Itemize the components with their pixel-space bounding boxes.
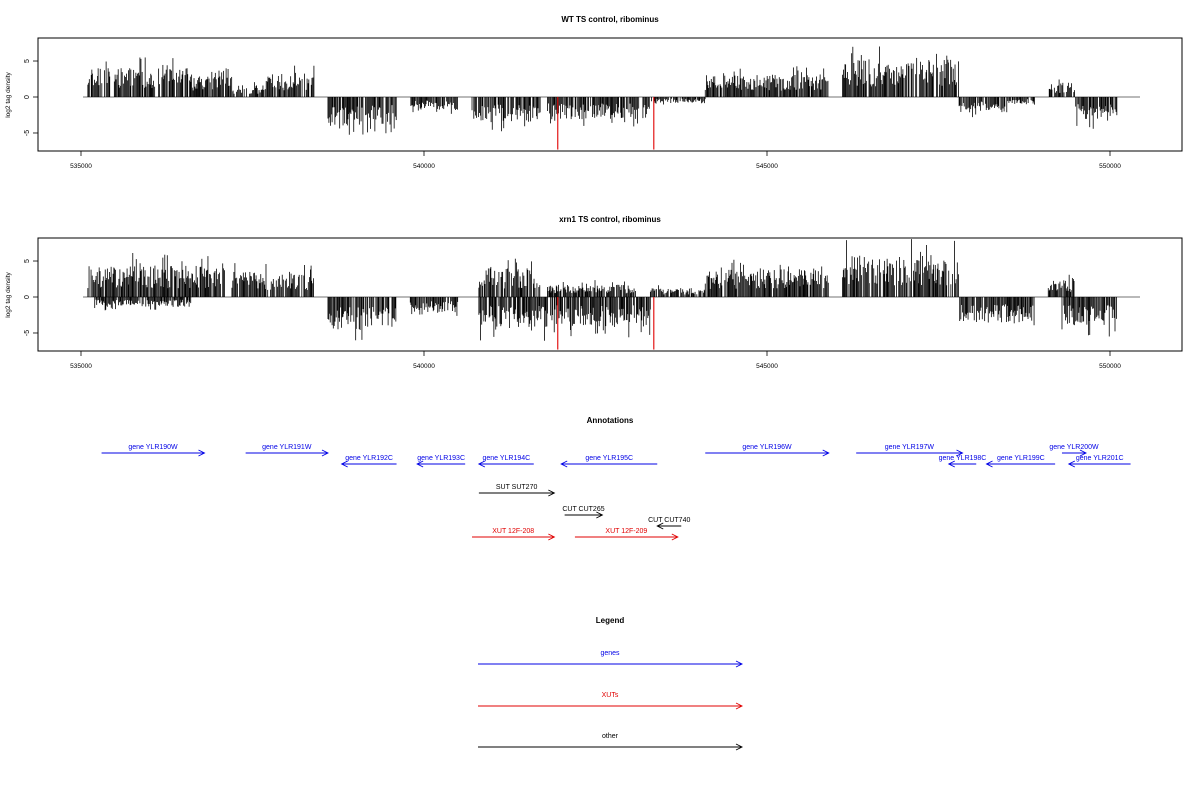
panel-xrn1: xrn1 TS control, ribominus log2 tag dens… [5,215,1183,370]
annotation-feature: gene YLR198C [939,455,987,468]
arrow-head [671,533,679,541]
annotation-feature: CUT CUT740 [648,517,690,530]
annotation-label: gene YLR201C [1076,455,1124,462]
annotation-feature: gene YLR196W [705,444,830,457]
arrow-head [198,449,206,457]
annotation-label: XUT 12F-208 [492,528,534,535]
annotation-label: CUT CUT265 [562,506,604,513]
arrow-head [477,460,486,468]
plot-frame [37,37,1183,152]
annotation-label: SUT SUT270 [496,484,538,491]
legend-title: Legend [596,616,625,625]
annotation-feature: gene YLR195C [560,455,658,468]
legend-label: genes [600,650,620,657]
x-tick-label: 550000 [1099,163,1121,170]
x-tick-label: 540000 [413,363,435,370]
arrow-head [985,460,993,468]
y-axis: -5 0 5 [24,259,38,336]
arrow-head [822,449,830,457]
annotation-feature: gene YLR194C [477,455,534,468]
annotation-label: CUT CUT740 [648,517,690,524]
y-tick-label: 0 [24,95,31,99]
annotation-label: gene YLR194C [482,455,530,462]
arrow-head [735,660,744,668]
x-tick-label: 545000 [756,363,778,370]
annotation-feature: gene YLR192C [340,455,397,468]
arrow-head [548,533,556,541]
annotation-label: gene YLR195C [585,455,633,462]
y-tick-label: -5 [24,330,31,336]
x-tick-label: 540000 [413,163,435,170]
arrow-head [735,702,744,710]
arrow-head [1067,460,1076,468]
annotation-feature: gene YLR190W [101,444,206,457]
annotation-label: gene YLR193C [417,455,465,462]
chart-title: WT TS control, ribominus [561,15,659,24]
plot-frame [37,237,1183,352]
annotation-feature: gene YLR193C [416,455,466,468]
chart-title: xrn1 TS control, ribominus [559,215,661,224]
y-tick-label: 5 [24,59,31,63]
legend-label: XUTs [602,692,619,699]
arrow-head [1079,449,1087,457]
bar-group [87,46,1118,150]
annotation-feature: gene YLR197W [856,444,964,457]
y-tick-label: 5 [24,259,31,263]
arrow-head [735,743,744,751]
x-tick-label: 550000 [1099,363,1121,370]
arrow-head [596,511,604,519]
annotation-label: gene YLR191W [262,444,312,451]
legend: Legend genes XUTs other [478,616,744,751]
annotation-feature: XUT 12F-208 [472,528,556,541]
arrow-head [656,522,664,530]
x-tick-label: 535000 [70,163,92,170]
annotation-label: gene YLR196W [742,444,792,451]
arrow-head [560,460,568,468]
annotation-label: gene YLR190W [128,444,178,451]
arrow-head [548,489,556,497]
legend-label: other [602,733,619,740]
annotations-track: Annotations gene YLR190W gene YLR191Wgene… [101,416,1131,541]
x-tick-label: 535000 [70,363,92,370]
arrow-head [956,449,964,457]
y-tick-label: 0 [24,295,31,299]
annotation-feature: gene YLR200W [1049,444,1099,457]
annotation-label: gene YLR192C [345,455,393,462]
arrow-head [321,449,329,457]
annotation-label: gene YLR198C [939,455,987,462]
panel-wt: WT TS control, ribominus log2 tag densit… [5,15,1183,170]
arrow-head [947,460,955,468]
legend-item: genes [478,650,744,668]
y-axis: -5 0 5 [24,59,38,136]
annotation-feature: gene YLR201C [1067,455,1131,468]
annotation-feature: CUT CUT265 [562,506,605,519]
y-axis-label: log2 tag density [5,71,12,117]
arrow-head [340,460,348,468]
annotation-feature: gene YLR191W [245,444,329,457]
x-tick-label: 545000 [756,163,778,170]
y-axis-label: log2 tag density [5,271,12,317]
annotation-feature: gene YLR199C [985,455,1056,468]
annotation-feature: SUT SUT270 [478,484,556,497]
arrow-head [416,460,424,468]
annotation-items: gene YLR190W gene YLR191W gene YLR192C gene… [101,444,1131,541]
annotation-label: gene YLR199C [997,455,1045,462]
bar-group [87,239,1117,350]
x-axis: 535000 540000 545000 550000 [70,351,1121,370]
y-tick-label: -5 [24,130,31,136]
x-axis: 535000 540000 545000 550000 [70,151,1121,170]
legend-items: genes XUTs other [478,650,744,751]
annotation-label: gene YLR200W [1049,444,1099,451]
annotations-title: Annotations [587,416,634,425]
annotation-feature: XUT 12F-209 [574,528,679,541]
annotation-label: XUT 12F-209 [605,528,647,535]
legend-item: XUTs [478,692,744,710]
legend-item: other [478,733,744,751]
annotation-label: gene YLR197W [885,444,935,451]
